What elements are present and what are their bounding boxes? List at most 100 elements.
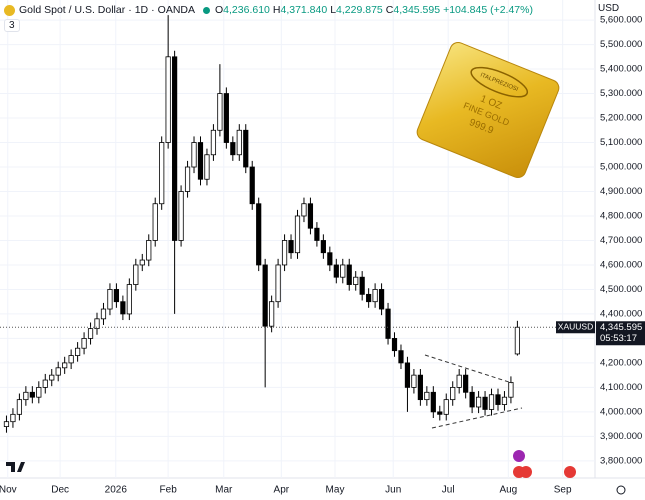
high-value: 4,371.840 <box>280 4 328 16</box>
event-icon[interactable] <box>564 466 576 478</box>
y-tick-label: 4,100.000 <box>600 382 642 393</box>
event-icon[interactable] <box>520 466 532 478</box>
y-tick-label: 5,200.000 <box>600 113 642 124</box>
candle-body <box>450 386 456 401</box>
candle-body <box>482 396 488 410</box>
currency[interactable]: USD <box>598 3 620 14</box>
gold-bar-body <box>416 41 560 179</box>
candle-body <box>346 264 352 285</box>
candle-body <box>36 386 42 398</box>
candle-body <box>223 93 229 143</box>
candle-body <box>249 166 255 205</box>
y-tick-label: 5,100.000 <box>600 137 642 148</box>
candle-body <box>10 413 16 423</box>
event-icon[interactable] <box>513 450 525 462</box>
y-tick-label: 4,900.000 <box>600 186 642 197</box>
low-value: 4,229.875 <box>336 4 383 16</box>
x-tick-label: Aug <box>499 485 517 496</box>
tv-logo <box>6 462 25 472</box>
candle-body <box>456 374 462 388</box>
y-tick-label: 4,500.000 <box>600 284 642 295</box>
axes: 3,800.000 3,900.000 4,000.000 4,100.000 4,20… <box>0 15 645 496</box>
symbol-label: XAUUSD <box>558 322 593 332</box>
close-key: C <box>385 4 394 16</box>
candle-body <box>75 347 81 356</box>
gold-bar-logo <box>470 66 529 98</box>
candle-body <box>288 240 294 254</box>
logo-mark <box>6 462 25 472</box>
open-value: 4,236.610 <box>223 4 270 16</box>
candle-body <box>94 318 100 330</box>
candle-body <box>391 338 398 352</box>
candle-body <box>475 396 482 408</box>
separator: · <box>151 4 155 16</box>
symbol-icon <box>4 4 15 16</box>
open-key: O <box>215 4 224 16</box>
symbol: Gold Spot / U.S. Dollar <box>19 4 126 16</box>
y-tick-label: 4,000.000 <box>600 406 642 417</box>
y-tick-label: 5,000.000 <box>600 162 642 173</box>
candle-body <box>178 191 184 241</box>
candle-body <box>159 142 165 205</box>
high-key: H <box>272 4 281 16</box>
candle-body <box>501 396 508 405</box>
candle-body <box>217 93 223 131</box>
triangle-upper-line <box>424 354 513 384</box>
candle-body <box>184 166 191 192</box>
candle-body <box>113 289 120 303</box>
candle-body <box>49 374 55 381</box>
y-tick-label: 4,200.000 <box>600 357 642 368</box>
gold-bar: ITALPREZIOSI 1 OZ FINE GOLD 999.9 <box>416 41 560 179</box>
candle-body <box>62 362 68 369</box>
candle-body <box>514 326 520 355</box>
candle-body <box>262 264 268 327</box>
candle-body <box>133 264 139 285</box>
candle-body <box>307 203 314 229</box>
x-tick-label: Sep <box>554 485 572 496</box>
countdown-label: 05:53:17 <box>600 333 637 344</box>
candle-body <box>469 391 475 408</box>
y-tick-label: 5,600.000 <box>600 15 642 26</box>
candle-body <box>269 301 275 327</box>
triangle-lower-line <box>431 407 523 429</box>
close-value: 4,345.595 <box>393 4 441 16</box>
candle-body <box>210 129 217 156</box>
candle-body <box>437 411 443 415</box>
candle-body <box>340 264 346 278</box>
candle-body <box>152 203 158 241</box>
candle-body <box>197 142 204 180</box>
settings-icon[interactable] <box>616 485 626 495</box>
candle-body <box>107 289 113 310</box>
candle-body <box>236 129 242 156</box>
x-tick-label: Jun <box>385 485 401 496</box>
market-status <box>203 6 210 14</box>
candle-body <box>378 289 385 310</box>
candle-body <box>320 240 326 254</box>
candle-body <box>243 129 249 168</box>
y-tick-label: 3,900.000 <box>600 431 642 442</box>
interval: 1D <box>134 4 149 16</box>
x-tick-label: Nov <box>0 485 17 496</box>
candle-body <box>294 215 301 254</box>
x-tick-label: May <box>326 485 345 496</box>
candle-body <box>411 374 417 388</box>
candle-body <box>333 264 339 278</box>
event-icons <box>513 450 576 478</box>
candle-body <box>281 240 288 266</box>
x-tick-label: Jul <box>442 485 455 496</box>
y-tick-label: 4,800.000 <box>600 210 642 221</box>
candle-body <box>372 289 378 303</box>
candle-body <box>488 394 495 410</box>
candle-body <box>29 391 35 398</box>
candle-body <box>68 355 74 364</box>
y-tick-label: 4,400.000 <box>600 308 642 319</box>
candle-body <box>327 252 333 266</box>
indicators-toggle[interactable]: 3 <box>4 19 20 32</box>
candle-body <box>424 391 430 401</box>
source: OANDA <box>157 4 195 16</box>
y-tick-label: 3,800.000 <box>600 455 642 466</box>
candle-body <box>139 259 145 266</box>
candle-body <box>366 293 372 303</box>
candle-body <box>359 276 365 295</box>
